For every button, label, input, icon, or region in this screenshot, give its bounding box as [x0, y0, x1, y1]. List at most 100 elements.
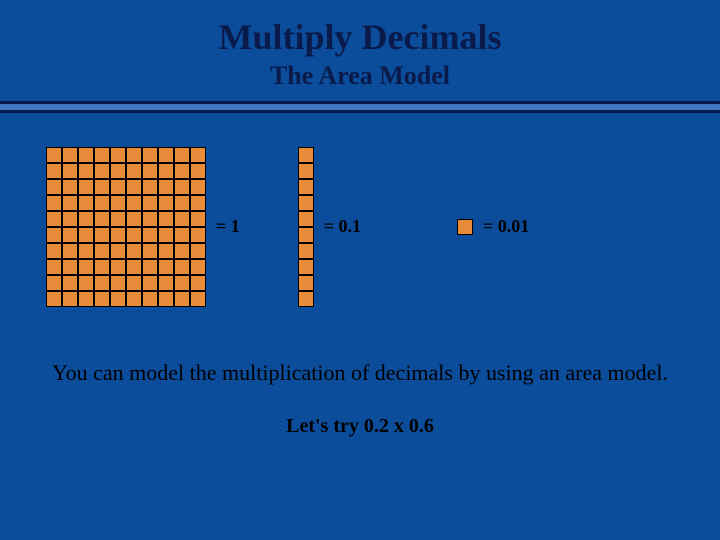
grid-cell: [126, 211, 142, 227]
grid-cell: [62, 147, 78, 163]
model-hundredth: = 0.01: [457, 216, 529, 237]
grid-cell: [126, 227, 142, 243]
grid-cell: [142, 291, 158, 307]
grid-cell: [158, 147, 174, 163]
models-row: = 1 = 0.1 = 0.01: [0, 147, 720, 307]
grid-cell: [110, 147, 126, 163]
grid-cell: [457, 219, 473, 235]
grid-cell: [46, 243, 62, 259]
grid-cell: [78, 147, 94, 163]
grid-cell: [126, 275, 142, 291]
grid-cell: [78, 259, 94, 275]
grid-cell: [94, 211, 110, 227]
grid-cell: [94, 227, 110, 243]
grid-cell: [62, 195, 78, 211]
body-text: You can model the multiplication of deci…: [0, 359, 720, 388]
grid-cell: [298, 275, 314, 291]
grid-cell: [190, 243, 206, 259]
grid-cell: [142, 259, 158, 275]
label-tenth: = 0.1: [324, 216, 361, 237]
grid-cell: [78, 291, 94, 307]
grid-cell: [174, 147, 190, 163]
grid-cell: [110, 211, 126, 227]
grid-cell: [46, 259, 62, 275]
grid-cell: [62, 163, 78, 179]
label-one: = 1: [216, 216, 240, 237]
grid-cell: [46, 211, 62, 227]
grid-cell: [62, 227, 78, 243]
slide-title: Multiply Decimals: [0, 18, 720, 58]
grid-cell: [158, 195, 174, 211]
grid-cell: [142, 163, 158, 179]
grid-cell: [94, 259, 110, 275]
grid-cell: [78, 179, 94, 195]
grid-cell: [142, 243, 158, 259]
grid-cell: [110, 163, 126, 179]
grid-cell: [190, 195, 206, 211]
grid-cell: [94, 243, 110, 259]
grid-cell: [78, 227, 94, 243]
grid-cell: [46, 147, 62, 163]
grid-cell: [126, 195, 142, 211]
grid-cell: [174, 179, 190, 195]
grid-cell: [126, 179, 142, 195]
grid-cell: [46, 291, 62, 307]
grid-cell: [126, 291, 142, 307]
divider-line-bottom: [0, 110, 720, 113]
grid-cell: [46, 227, 62, 243]
grid-cell: [78, 275, 94, 291]
model-tenth: = 0.1: [298, 147, 361, 307]
grid-cell: [62, 211, 78, 227]
grid-cell: [110, 195, 126, 211]
grid-cell: [174, 291, 190, 307]
grid-cell: [94, 275, 110, 291]
grid-cell: [174, 259, 190, 275]
grid-cell: [110, 227, 126, 243]
grid-cell: [78, 243, 94, 259]
grid-cell: [158, 179, 174, 195]
grid-cell: [190, 291, 206, 307]
grid-cell: [62, 275, 78, 291]
grid-cell: [142, 227, 158, 243]
grid-cell: [142, 195, 158, 211]
grid-cell: [190, 163, 206, 179]
grid-one: [46, 147, 206, 307]
grid-cell: [62, 291, 78, 307]
grid-cell: [190, 147, 206, 163]
grid-cell: [94, 195, 110, 211]
grid-cell: [110, 179, 126, 195]
header: Multiply Decimals The Area Model: [0, 0, 720, 97]
grid-cell: [126, 163, 142, 179]
grid-cell: [94, 163, 110, 179]
grid-cell: [126, 243, 142, 259]
grid-tenth: [298, 147, 314, 307]
grid-cell: [174, 243, 190, 259]
grid-cell: [110, 291, 126, 307]
try-text: Let's try 0.2 x 0.6: [0, 415, 720, 438]
grid-cell: [94, 179, 110, 195]
grid-cell: [78, 211, 94, 227]
grid-cell: [78, 195, 94, 211]
grid-cell: [46, 163, 62, 179]
model-one: = 1: [46, 147, 240, 307]
grid-cell: [298, 211, 314, 227]
grid-cell: [190, 275, 206, 291]
divider: [0, 101, 720, 113]
grid-cell: [62, 243, 78, 259]
slide: Multiply Decimals The Area Model = 1 = 0…: [0, 0, 720, 540]
grid-cell: [174, 227, 190, 243]
grid-cell: [142, 211, 158, 227]
grid-cell: [298, 259, 314, 275]
grid-cell: [190, 227, 206, 243]
grid-cell: [158, 211, 174, 227]
grid-cell: [158, 259, 174, 275]
grid-cell: [298, 243, 314, 259]
grid-cell: [298, 179, 314, 195]
grid-cell: [94, 291, 110, 307]
grid-cell: [46, 275, 62, 291]
grid-cell: [298, 147, 314, 163]
grid-cell: [126, 147, 142, 163]
grid-cell: [190, 179, 206, 195]
grid-cell: [142, 179, 158, 195]
grid-cell: [126, 259, 142, 275]
